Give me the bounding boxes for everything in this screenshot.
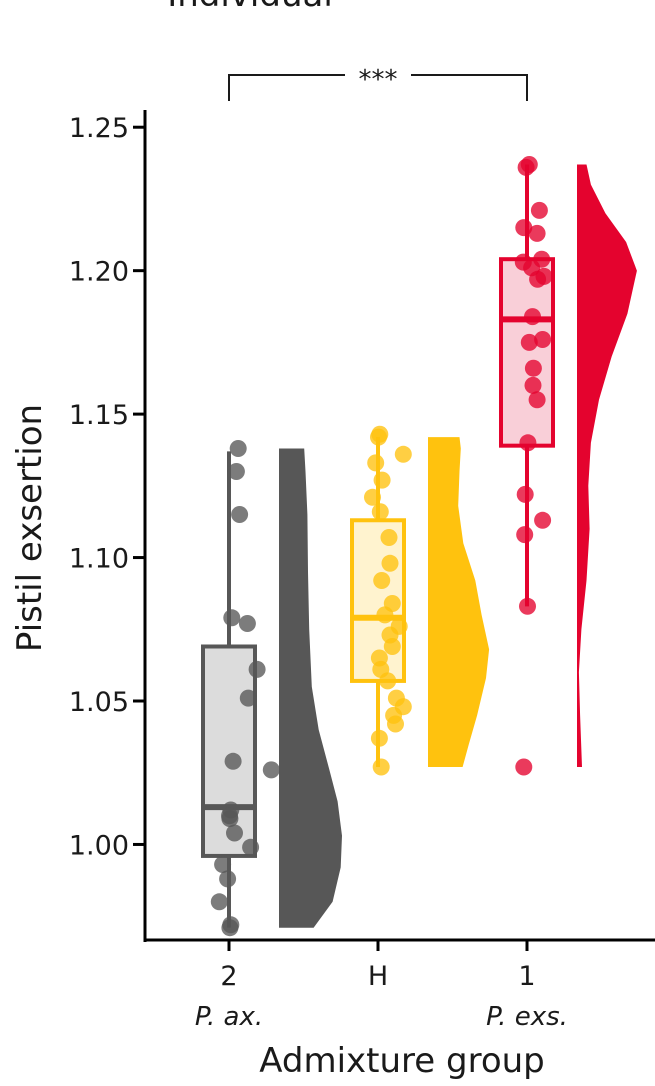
data-point [238, 615, 256, 632]
data-point [373, 471, 391, 489]
data-point [516, 526, 534, 544]
significance-line-left [228, 74, 345, 101]
x-ticks: 2 P. ax. H 1 P. exs. [195, 941, 568, 1032]
data-point [231, 506, 249, 523]
data-point [524, 376, 542, 394]
data-point [239, 689, 257, 707]
x-tick-label: 1 [518, 961, 535, 992]
data-point [242, 838, 260, 856]
data-point [533, 250, 551, 268]
data-point [224, 752, 242, 770]
data-point [529, 270, 547, 288]
y-tick-label: 1.25 [69, 113, 129, 144]
data-point [524, 359, 542, 377]
chart-title: Individual [167, 0, 333, 15]
density-cloud-H [428, 437, 490, 767]
data-point [515, 219, 533, 237]
data-point [515, 758, 533, 776]
data-point [223, 609, 241, 627]
data-point [371, 425, 389, 443]
data-point [381, 554, 399, 572]
data-point [528, 391, 546, 409]
data-point [219, 870, 237, 888]
data-point [383, 638, 401, 655]
data-point [524, 308, 541, 326]
x-tick-label: 2 [220, 961, 237, 992]
data-point [387, 715, 404, 733]
y-tick-label: 1.05 [69, 687, 129, 718]
data-point [367, 454, 385, 472]
data-point [214, 856, 232, 873]
density-cloud-2 [279, 448, 342, 928]
data-point [370, 729, 388, 747]
significance-bracket: *** [228, 65, 528, 101]
x-sublabel: P. exs. [486, 1002, 568, 1032]
y-axis-title: Pistil exsertion [10, 404, 50, 652]
data-point [373, 572, 391, 589]
data-point [530, 201, 548, 219]
data-point [379, 672, 397, 690]
density-cloud-1 [577, 164, 637, 767]
x-tick-label: H [368, 961, 388, 992]
data-points [210, 156, 553, 937]
data-point [519, 597, 536, 615]
data-point [520, 333, 538, 351]
data-point [248, 660, 266, 678]
data-point [262, 761, 280, 779]
x-sublabel: P. ax. [195, 1002, 263, 1032]
data-point [371, 503, 389, 521]
data-point [364, 488, 381, 506]
data-point [221, 810, 239, 828]
data-point [519, 434, 537, 452]
significance-label: *** [359, 65, 398, 95]
y-tick-label: 1.20 [69, 257, 129, 288]
data-point [394, 445, 412, 463]
y-tick-label: 1.10 [69, 544, 129, 575]
data-point [380, 529, 398, 546]
data-point [534, 331, 552, 348]
y-ticks: 1.00 1.05 1.10 1.15 1.20 1.25 [69, 113, 145, 861]
data-point [516, 485, 534, 503]
data-point [520, 156, 538, 173]
data-point [227, 463, 245, 480]
data-point [528, 224, 546, 242]
y-tick-label: 1.15 [69, 400, 129, 431]
x-axis-title: Admixture group [259, 1041, 545, 1081]
density-clouds [279, 164, 637, 928]
significance-line-right [411, 74, 528, 101]
box-1 [499, 257, 555, 448]
boxplots [201, 164, 555, 928]
data-point [534, 511, 552, 529]
data-point [376, 606, 394, 624]
data-point [372, 758, 390, 776]
data-point [226, 824, 243, 842]
data-point [221, 919, 239, 937]
data-point [210, 893, 228, 911]
y-tick-label: 1.00 [69, 830, 129, 861]
data-point [229, 440, 247, 457]
